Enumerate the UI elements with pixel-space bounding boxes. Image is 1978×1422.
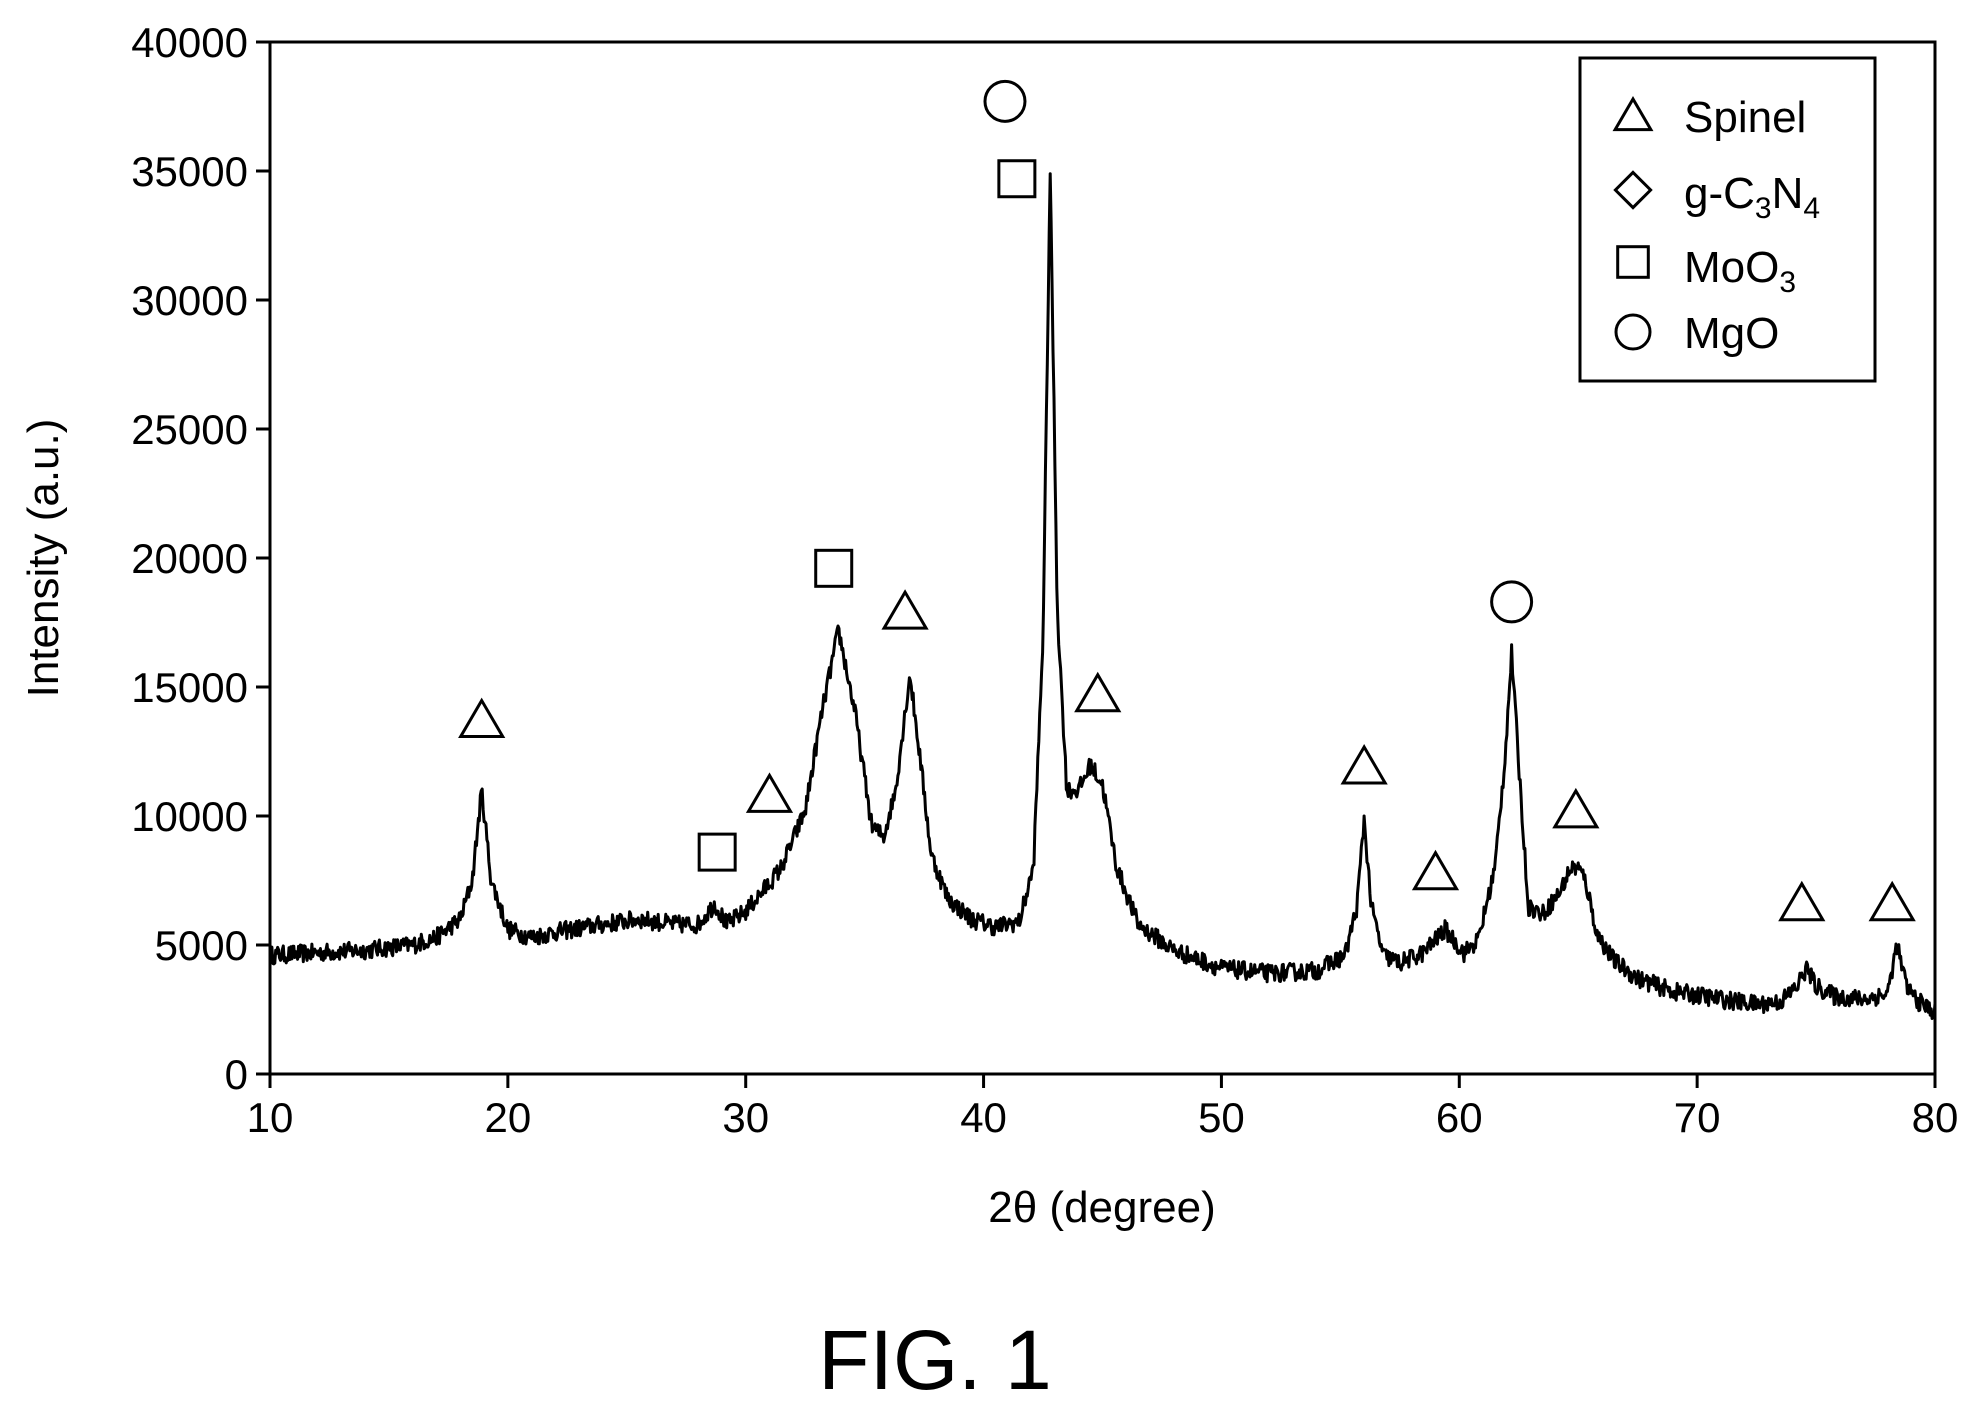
peak-marker-triangle bbox=[1868, 880, 1916, 922]
peak-marker-triangle bbox=[1074, 671, 1122, 713]
peak-marker-triangle bbox=[1552, 787, 1600, 829]
peak-marker-circle bbox=[1490, 580, 1534, 624]
x-tick-label: 10 bbox=[247, 1094, 294, 1141]
legend-label-gc3n4: g-C3N4 bbox=[1684, 169, 1820, 225]
peak-marker-triangle bbox=[745, 772, 794, 813]
y-tick-label: 30000 bbox=[131, 277, 248, 324]
legend: Spinel g-C3N4 MoO3 MgO bbox=[1578, 56, 1877, 383]
series-group bbox=[268, 172, 1937, 1020]
peak-marker-triangle bbox=[881, 589, 929, 630]
y-tick-label: 35000 bbox=[131, 148, 248, 195]
legend-marker-circle bbox=[1614, 313, 1652, 351]
legend-marker-triangle bbox=[1612, 96, 1654, 132]
y-tick-label: 0 bbox=[225, 1051, 248, 1098]
xrd-chart: 0 5000 10000 15000 20000 25000 30000 35000 40000… bbox=[19, 19, 1959, 1232]
peak-marker-triangle bbox=[1411, 849, 1460, 891]
x-tick-label: 30 bbox=[722, 1094, 769, 1141]
legend-markers bbox=[1612, 96, 1654, 351]
legend-box bbox=[1578, 56, 1877, 383]
y-tick-label: 25000 bbox=[131, 406, 248, 453]
peak-marker-square bbox=[697, 832, 737, 872]
x-axis-title: 2θ (degree) bbox=[988, 1183, 1215, 1232]
peak-marker-square bbox=[814, 548, 854, 588]
y-axis-title: Intensity (a.u.) bbox=[19, 419, 68, 698]
x-tick-label: 60 bbox=[1436, 1094, 1483, 1141]
y-axis-ticks: 0 5000 10000 15000 20000 25000 30000 35000 40000 bbox=[131, 19, 270, 1098]
y-tick-label: 20000 bbox=[131, 535, 248, 582]
legend-label-mgo: MgO bbox=[1684, 309, 1779, 358]
x-tick-label: 40 bbox=[960, 1094, 1007, 1141]
legend-label-spinel: Spinel bbox=[1684, 93, 1806, 142]
x-tick-label: 20 bbox=[484, 1094, 531, 1141]
peak-marker-triangle bbox=[1340, 744, 1388, 785]
y-tick-label: 10000 bbox=[131, 793, 248, 840]
legend-label-moo3: MoO3 bbox=[1684, 243, 1796, 299]
legend-marker-square bbox=[1616, 245, 1650, 279]
y-tick-label: 15000 bbox=[131, 664, 248, 711]
y-tick-label: 5000 bbox=[155, 922, 248, 969]
x-tick-label: 70 bbox=[1674, 1094, 1721, 1141]
peak-marker-triangle bbox=[458, 697, 506, 739]
series-line bbox=[268, 172, 1937, 1020]
peak-marker-circle bbox=[983, 79, 1027, 123]
x-tick-label: 50 bbox=[1198, 1094, 1245, 1141]
y-tick-label: 40000 bbox=[131, 19, 248, 66]
peak-marker-triangle bbox=[1778, 880, 1826, 922]
legend-marker-diamond bbox=[1613, 170, 1653, 210]
x-tick-label: 80 bbox=[1912, 1094, 1959, 1141]
figure-caption: FIG. 1 bbox=[818, 1313, 1052, 1407]
x-axis-ticks: 10 20 30 40 50 60 70 80 bbox=[247, 1074, 1959, 1141]
peak-marker-square bbox=[997, 159, 1037, 199]
phase-markers bbox=[458, 79, 1916, 922]
